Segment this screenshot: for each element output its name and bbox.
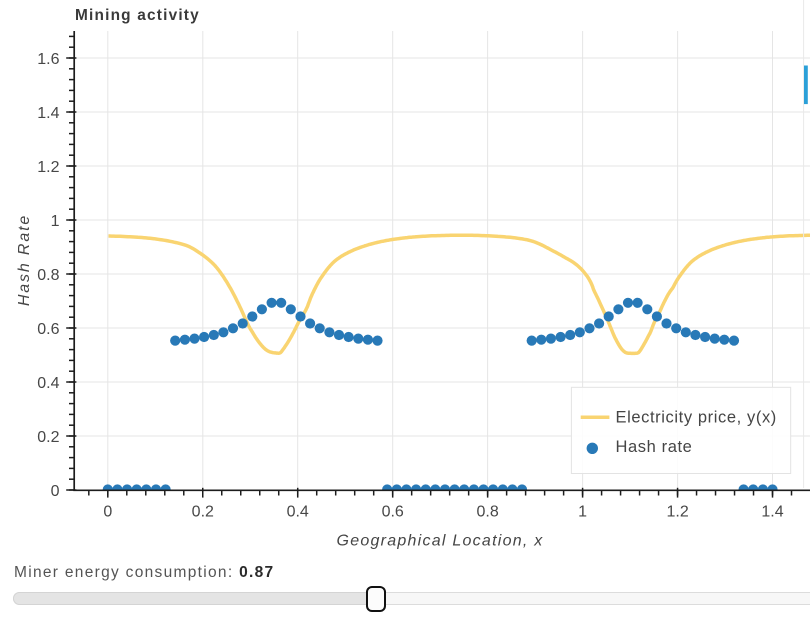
svg-text:1.4: 1.4	[761, 503, 783, 520]
svg-text:0.4: 0.4	[287, 503, 309, 520]
svg-text:1.2: 1.2	[666, 503, 688, 520]
svg-text:0.2: 0.2	[37, 429, 59, 446]
svg-text:0.6: 0.6	[382, 503, 404, 520]
svg-text:1.2: 1.2	[37, 159, 59, 176]
svg-text:Electricity price, y(x): Electricity price, y(x)	[616, 408, 777, 426]
svg-text:1.4: 1.4	[37, 105, 59, 122]
svg-text:Hash Rate: Hash Rate	[16, 214, 33, 306]
svg-text:Geographical Location, x: Geographical Location, x	[337, 533, 544, 550]
svg-text:0.6: 0.6	[37, 321, 59, 338]
svg-text:1: 1	[51, 213, 60, 230]
svg-text:1: 1	[578, 503, 587, 520]
svg-text:Mining activity: Mining activity	[75, 7, 200, 24]
svg-text:0.4: 0.4	[37, 375, 59, 392]
svg-text:0.8: 0.8	[37, 267, 59, 284]
svg-text:0: 0	[51, 483, 60, 500]
svg-text:0: 0	[103, 503, 112, 520]
svg-text:0.2: 0.2	[192, 503, 214, 520]
svg-text:0.8: 0.8	[476, 503, 498, 520]
svg-text:Hash rate: Hash rate	[616, 438, 693, 456]
svg-text:1.6: 1.6	[37, 51, 59, 68]
